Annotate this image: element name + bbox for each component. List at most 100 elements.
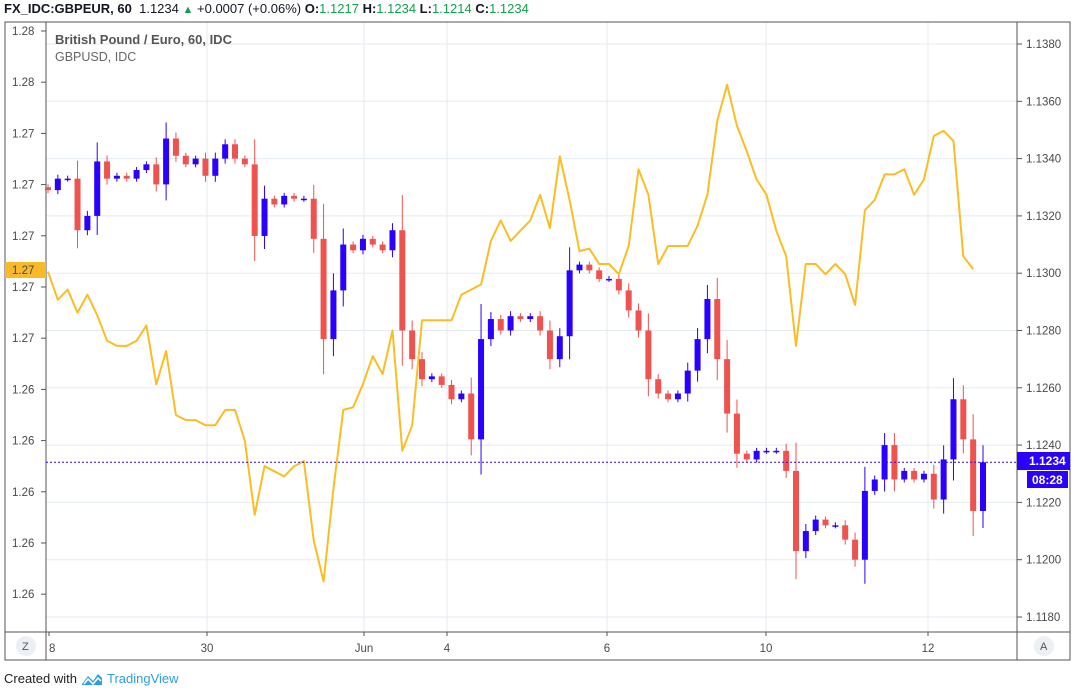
symbol-name: FX_IDC:GBPEUR, 60 [4,1,132,16]
candle [861,466,868,584]
candle [733,399,740,468]
candle [291,192,298,202]
candle [163,122,170,201]
candle-body [389,230,396,251]
left-axis-label: 1.26 [12,384,34,396]
candle [802,524,809,559]
left-scale-button-label: Z [22,641,29,653]
candle-body [271,198,278,205]
candle-body [655,379,662,394]
candle-body [920,473,927,480]
candle-body [517,316,524,320]
candle [507,311,514,336]
right-axis-label: 1.1320 [1026,211,1061,223]
candle [458,390,465,403]
candle-body [300,198,307,201]
candle [724,340,731,433]
candle-body [724,359,731,414]
candle-body [822,519,829,526]
candle-body [133,170,140,179]
candle-body [291,195,298,199]
candle-body [901,470,908,480]
candle-body [871,479,878,491]
candle-body [793,470,799,552]
auto-scale-button[interactable]: A [1034,636,1054,656]
right-axis-label: 1.1340 [1026,154,1061,166]
left-axis-label: 1.27 [12,282,34,294]
candle-body [74,178,81,231]
candle [950,378,957,481]
legend-compare-series: GBPUSD, IDC [55,50,136,64]
left-scale-button[interactable]: Z [16,636,36,656]
candle-body [330,290,337,340]
candle-body [940,459,947,500]
candle-body [310,198,317,239]
candle [468,377,475,456]
candle-body [733,413,740,454]
candle-body [261,198,268,236]
candle-body [84,215,91,231]
price-badge-value: 1.1234 [1029,454,1066,468]
candle-body [645,330,652,380]
candle-body [123,175,130,179]
candle [674,390,681,403]
right-price-axis[interactable]: 1.1380 1.1360 1.1340 1.1320 1.1300 1.1280 1.12… [1017,39,1061,624]
candle-body [615,278,622,291]
candle-body [487,319,494,340]
low-value: 1.1214 [431,1,472,16]
candle [812,515,819,536]
candle-body [556,336,563,360]
candle-body [635,310,642,331]
footer-text: Created with [4,671,77,686]
candle-body [802,531,809,552]
candle [763,447,770,454]
open-value: 1.1217 [319,1,359,16]
candle-body [497,319,504,331]
last-price: 1.1234 [139,1,179,16]
candle [832,522,839,529]
candle [635,303,642,338]
left-price-axis[interactable]: 1.28 1.28 1.27 1.27 1.27 1.27 1.27 1.26 1.26 1.26… [12,26,46,601]
candle [389,223,396,258]
candle [113,172,120,182]
symbol-header: FX_IDC:GBPEUR, 60 1.1234 ▲ +0.0007 (+0.0… [4,1,529,16]
time-axis-label: 10 [760,643,773,655]
left-axis-label: 1.27 [12,333,34,345]
candle [271,195,278,208]
candle [497,315,504,335]
time-axis[interactable]: 8 30 Jun 4 6 10 12 [48,632,934,655]
candle [940,445,947,514]
left-last-value-badge: 1.27 [5,262,46,278]
candle [871,475,878,495]
candle [45,184,51,194]
price-change: +0.0007 (+0.06%) [197,1,302,16]
candle-body [596,270,603,279]
candle [379,241,386,254]
candle [153,157,160,192]
candle [852,532,859,567]
candle [822,516,829,529]
candle [202,152,209,182]
time-axis-label: 8 [49,643,55,655]
candle [64,175,71,182]
right-axis-label: 1.1280 [1026,326,1061,338]
candle [369,235,376,248]
candle-body [232,144,238,159]
candle [714,277,721,381]
candle [300,195,307,202]
legend-main-series: British Pound / Euro, 60, IDC [55,32,233,47]
candle [881,433,888,492]
right-axis-label: 1.1200 [1026,555,1061,567]
time-axis-label: 6 [604,643,610,655]
candle-body [45,187,51,191]
candle-body [409,330,416,360]
candle [743,450,750,463]
candle [448,379,455,405]
low-label: L: [419,1,432,16]
candle-body [606,278,612,281]
tradingview-brand[interactable]: TradingView [106,671,179,686]
candle [409,320,416,370]
gbpusd-line-series [47,83,974,583]
candle [438,373,445,388]
